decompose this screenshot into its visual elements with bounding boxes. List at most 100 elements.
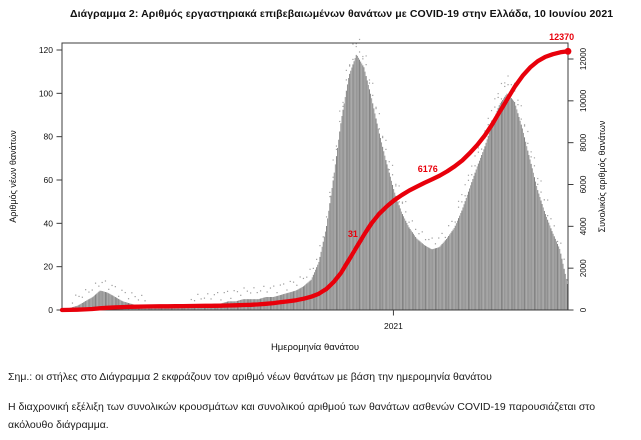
daily-deaths-bar	[388, 172, 390, 310]
daily-deaths-bar	[176, 307, 178, 310]
bar-label-mark	[411, 220, 413, 222]
daily-deaths-bar	[361, 63, 363, 311]
left-axis-tick-label: 80	[44, 132, 54, 142]
daily-deaths-bar	[448, 235, 450, 310]
daily-deaths-bar	[431, 249, 433, 310]
daily-deaths-bar	[408, 227, 410, 310]
bar-label-mark	[299, 276, 301, 278]
daily-deaths-bar	[403, 216, 405, 310]
daily-deaths-bar	[107, 292, 109, 310]
daily-deaths-bar	[518, 117, 520, 310]
daily-deaths-bar	[383, 151, 385, 310]
bar-label-mark	[388, 169, 390, 171]
daily-deaths-bar	[180, 307, 182, 310]
bar-label-mark	[203, 297, 206, 299]
daily-deaths-bar	[393, 189, 395, 310]
daily-deaths-bar	[473, 175, 475, 310]
bar-label-mark	[368, 79, 371, 81]
daily-deaths-bar	[407, 225, 409, 310]
daily-deaths-bar	[450, 232, 452, 310]
daily-deaths-bar	[515, 105, 517, 310]
daily-deaths-bar	[427, 247, 429, 310]
bar-label-mark	[200, 298, 202, 300]
bar-label-mark	[530, 156, 532, 158]
bar-label-mark	[349, 65, 351, 67]
daily-deaths-bar	[395, 195, 397, 310]
bar-label-mark	[368, 82, 371, 84]
daily-deaths-bar	[508, 95, 510, 311]
daily-deaths-bar	[101, 291, 103, 310]
daily-deaths-bar	[502, 99, 504, 310]
bar-label-mark	[190, 298, 192, 301]
daily-deaths-bar	[558, 246, 560, 310]
bar-label-mark	[444, 236, 446, 239]
bar-label-mark	[464, 195, 466, 197]
bar-label-mark	[362, 55, 364, 58]
daily-deaths-bar	[520, 124, 522, 310]
daily-deaths-bar	[87, 299, 89, 310]
daily-deaths-bar	[463, 204, 465, 310]
daily-deaths-bar	[537, 190, 539, 310]
bar-label-mark	[230, 297, 232, 299]
left-axis-title: Αριθμός νέων θανάτων	[8, 130, 18, 223]
daily-deaths-bar	[146, 307, 148, 310]
bar-label-mark	[566, 279, 569, 281]
bar-label-mark	[104, 280, 107, 282]
daily-deaths-bar	[382, 146, 384, 310]
bar-label-mark	[461, 193, 463, 196]
daily-deaths-bar	[417, 239, 419, 310]
daily-deaths-bar	[168, 307, 170, 310]
daily-deaths-bar	[323, 236, 325, 310]
daily-deaths-bar	[560, 253, 562, 310]
bar-label-mark	[210, 298, 212, 300]
bar-label-mark	[98, 285, 100, 287]
daily-deaths-bar	[374, 113, 376, 310]
daily-deaths-bar	[510, 98, 512, 311]
daily-deaths-bar	[509, 96, 511, 310]
daily-deaths-bar	[444, 240, 446, 310]
bar-label-mark	[243, 287, 245, 289]
daily-deaths-bar	[539, 197, 541, 310]
right-axis-tick-label: 4000	[579, 217, 588, 235]
daily-deaths-bar	[360, 61, 362, 310]
daily-deaths-bar	[541, 203, 543, 310]
daily-deaths-bar	[565, 278, 567, 310]
bar-label-mark	[504, 82, 506, 84]
daily-deaths-bar	[186, 307, 188, 310]
bar-label-mark	[365, 64, 367, 66]
bar-label-mark	[335, 148, 338, 151]
daily-deaths-bar	[148, 307, 150, 310]
daily-deaths-bar	[352, 64, 354, 310]
daily-deaths-bar	[81, 302, 83, 310]
daily-deaths-bar	[367, 84, 369, 310]
daily-deaths-bar	[471, 182, 473, 310]
daily-deaths-bar	[365, 76, 367, 310]
daily-deaths-bar	[329, 203, 331, 310]
bar-label-mark	[385, 148, 387, 150]
daily-deaths-bar	[109, 293, 111, 310]
bar-label-mark	[101, 281, 103, 284]
daily-deaths-bar	[187, 307, 189, 310]
daily-deaths-bar	[375, 118, 377, 310]
daily-deaths-bar	[104, 292, 106, 310]
daily-deaths-bar	[426, 246, 428, 310]
bar-label-mark	[517, 99, 519, 101]
daily-deaths-bar	[418, 240, 420, 310]
bar-label-mark	[382, 135, 384, 137]
daily-deaths-bar	[552, 233, 554, 310]
daily-deaths-bar	[399, 208, 401, 310]
bar-label-mark	[474, 155, 476, 157]
daily-deaths-bar	[562, 263, 564, 310]
daily-deaths-bar	[349, 73, 351, 310]
bar-label-mark	[510, 84, 512, 86]
bar-label-mark	[240, 294, 242, 296]
daily-deaths-bar	[86, 300, 88, 310]
daily-deaths-bar	[334, 164, 336, 310]
bar-label-mark	[474, 165, 476, 167]
daily-deaths-bar	[379, 137, 381, 310]
daily-deaths-bar	[157, 307, 159, 310]
daily-deaths-bar	[390, 180, 392, 310]
daily-deaths-bar	[351, 67, 353, 310]
daily-deaths-bar	[554, 238, 556, 310]
annotations-layer: 31 6176 12370	[348, 32, 574, 239]
